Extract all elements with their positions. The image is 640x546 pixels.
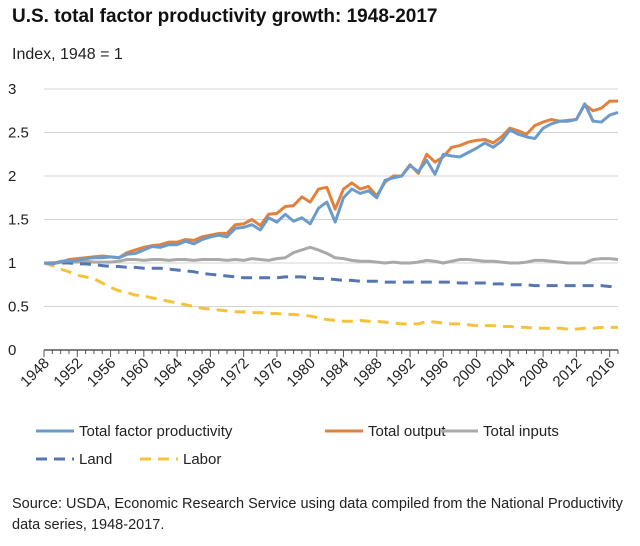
y-tick-label: 2 <box>8 168 16 185</box>
y-tick-label: 1 <box>8 255 16 272</box>
source-note: Source: USDA, Economic Research Service … <box>12 496 623 533</box>
x-tick-label: 1952 <box>50 355 86 391</box>
series-line-total-output <box>43 99 618 266</box>
y-tick-label: 3 <box>8 81 16 98</box>
series-line-labor <box>43 261 618 331</box>
y-tick-label: 0 <box>8 342 16 359</box>
x-tick-label: 2008 <box>516 355 552 391</box>
series-line-total-inputs <box>44 245 619 265</box>
series-line-land <box>44 261 618 288</box>
x-tick-label: 1968 <box>184 355 220 391</box>
legend-label: Land <box>79 451 112 468</box>
x-tick-label: 2012 <box>550 355 586 391</box>
x-tick-label: 1996 <box>417 355 453 391</box>
series-line-total-factor-productivity <box>43 102 619 266</box>
x-tick-label: 1984 <box>317 355 353 391</box>
x-tick-label: 1960 <box>117 355 153 391</box>
x-tick-label: 1972 <box>217 355 253 391</box>
y-tick-label: 0.5 <box>8 299 29 316</box>
x-tick-label: 1992 <box>383 355 419 391</box>
x-tick-label: 1964 <box>150 355 186 391</box>
x-tick-label: 1948 <box>17 355 53 391</box>
x-tick-label: 1980 <box>283 355 319 391</box>
x-tick-label: 1956 <box>84 355 120 391</box>
legend-label: Total inputs <box>483 423 559 440</box>
legend-label: Labor <box>183 451 221 468</box>
y-tick-label: 1.5 <box>8 212 29 229</box>
x-tick-label: 2004 <box>483 355 519 391</box>
x-tick-label: 1988 <box>350 355 386 391</box>
chart-title: U.S. total factor productivity growth: 1… <box>12 6 438 27</box>
x-tick-label: 1976 <box>250 355 286 391</box>
x-tick-label: 2000 <box>450 355 486 391</box>
line-chart: 00.511.522.53194819521956196019641968197… <box>8 81 619 468</box>
x-tick-label: 2016 <box>583 355 619 391</box>
y-axis-label: Index, 1948 = 1 <box>12 46 123 63</box>
legend-label: Total factor productivity <box>79 423 233 440</box>
legend-label: Total output <box>368 423 446 440</box>
y-tick-label: 2.5 <box>8 125 29 142</box>
